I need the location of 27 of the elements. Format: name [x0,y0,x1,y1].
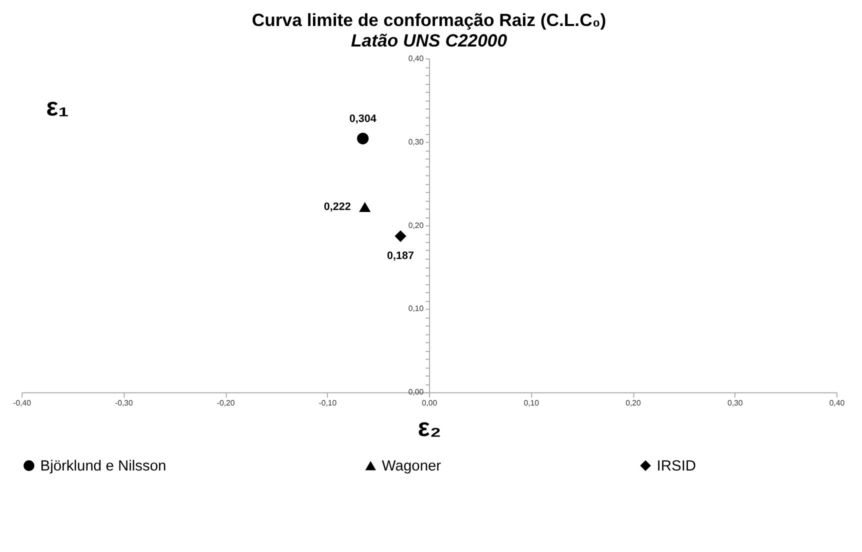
x-tick-label: 0,20 [626,398,642,408]
data-label: 0,304 [349,112,376,125]
point [357,132,369,144]
x-tick-label: -0,30 [115,398,134,408]
x-axis-title: ε₂ [418,414,442,442]
x-tick-label: 0,40 [829,398,846,408]
y-tick-label: 0,20 [408,220,424,230]
y-tick-label: 0,30 [408,137,424,146]
x-tick-label: -0,40 [13,398,32,408]
x-tick-label: -0,10 [318,398,338,408]
chart-subtitle: Latão UNS C22000 [351,30,508,51]
point [359,202,371,212]
point [394,230,406,242]
x-tick-label: 0,10 [524,398,540,408]
x-tick-label: 0,30 [727,398,744,408]
y-tick-label: 0,10 [408,304,424,314]
y-tick-label: 0,40 [408,54,424,63]
x-tick-label: -0,20 [216,398,236,408]
data-label: 0,187 [387,250,414,262]
chart-title: Curva limite de conformação Raiz (C.L.C₀) [252,10,606,30]
legend-label: IRSID [656,458,696,475]
legend-label: Björklund e Nilsson [40,458,166,475]
y-axis-title: ε₁ [46,93,69,122]
x-tick-label: 0,00 [422,398,438,408]
legend-label: Wagoner [382,458,442,475]
y-tick-label: 0,00 [408,388,424,397]
data-label: 0,222 [324,200,351,213]
